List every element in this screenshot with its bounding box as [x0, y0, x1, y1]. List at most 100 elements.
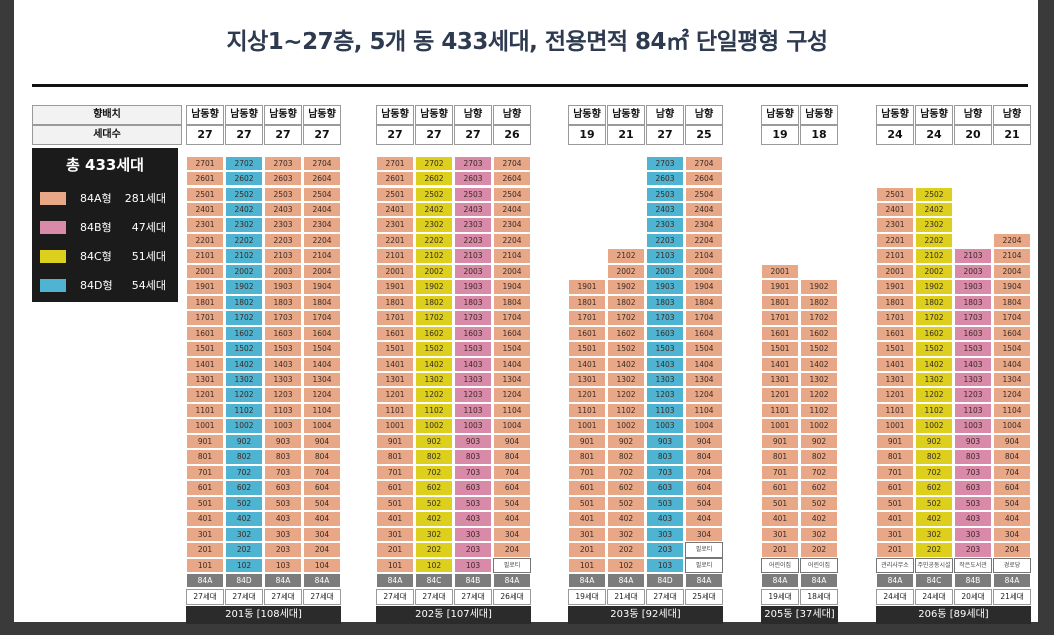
unit-count-header: 24: [876, 125, 914, 145]
unit-cell: 804: [303, 449, 341, 465]
unit-cell: 704: [685, 464, 723, 481]
unit-cell: 2002: [225, 263, 263, 280]
unit-cell: 1004: [303, 418, 341, 434]
unit-cell: 502: [415, 495, 453, 512]
unit-cell: 1301: [376, 372, 414, 388]
legend-label-84a: 84A형: [80, 192, 112, 205]
unit-cell: 503: [264, 495, 302, 512]
unit-cell: 902: [800, 433, 838, 450]
unit-cell: 402: [800, 511, 838, 527]
unit-cell: 2301: [376, 217, 414, 233]
unit-cell: 1101: [761, 402, 799, 419]
unit-cell: 1501: [376, 341, 414, 357]
unit-cell: 1701: [761, 310, 799, 326]
unit-cell: 1202: [607, 387, 645, 403]
unit-cell: 1301: [186, 372, 224, 388]
unit-cell: 2403: [264, 201, 302, 218]
facility-cell: 작은도서관: [954, 557, 992, 573]
unit-cell: 2104: [685, 248, 723, 264]
unit-cell: 804: [493, 449, 531, 465]
unit-cell: 901: [376, 433, 414, 450]
unit-cell: 2004: [493, 263, 531, 280]
unit-cell: 1401: [761, 356, 799, 372]
unit-cell: 1302: [607, 372, 645, 388]
units-row-label: 세대수: [32, 125, 182, 145]
unit-cell: 2004: [303, 263, 341, 280]
unit-cell: 701: [876, 464, 914, 481]
unit-cell: 803: [954, 449, 992, 465]
unit-cell: 503: [646, 495, 684, 512]
unit-cell: 501: [376, 495, 414, 512]
unit-cell: 202: [800, 542, 838, 558]
unit-cell: 1802: [607, 294, 645, 311]
unit-count-header: 27: [454, 125, 492, 145]
unit-cell: 2503: [454, 186, 492, 202]
unit-cell: 602: [800, 480, 838, 496]
unit-cell: 301: [568, 526, 606, 543]
column-units: 24세대: [915, 589, 953, 605]
unit-cell: 1903: [954, 279, 992, 295]
column-units: 19세대: [568, 589, 606, 605]
unit-cell: 1501: [568, 341, 606, 357]
unit-cell: 204: [303, 542, 341, 558]
unit-count-header: 26: [493, 125, 531, 145]
unit-cell: 1502: [415, 341, 453, 357]
unit-cell: 1902: [225, 279, 263, 295]
unit-cell: 502: [225, 495, 263, 512]
legend-title: 총 433세대: [66, 156, 144, 174]
unit-cell: 902: [607, 433, 645, 450]
unit-cell: 2102: [607, 248, 645, 264]
unit-cell: 1904: [303, 279, 341, 295]
unit-cell: 2502: [415, 186, 453, 202]
unit-cell: 903: [264, 433, 302, 450]
direction-header: 남동향: [876, 105, 914, 125]
column-units: 27세대: [376, 589, 414, 605]
unit-cell: 2001: [761, 263, 799, 280]
unit-cell: 2102: [225, 248, 263, 264]
unit-cell: 1304: [685, 372, 723, 388]
facility-cell: 필로티: [493, 557, 531, 573]
unit-cell: 1004: [993, 418, 1031, 434]
unit-cell: 2604: [493, 171, 531, 187]
unit-cell: 1004: [685, 418, 723, 434]
unit-cell: 403: [454, 511, 492, 527]
unit-cell: 1104: [685, 402, 723, 419]
unit-cell: 401: [761, 511, 799, 527]
unit-cell: 1102: [225, 402, 263, 419]
unit-cell: 603: [264, 480, 302, 496]
unit-cell: 504: [493, 495, 531, 512]
unit-cell: 1201: [186, 387, 224, 403]
unit-cell: 703: [954, 464, 992, 481]
unit-cell: 903: [646, 433, 684, 450]
unit-cell: 1703: [954, 310, 992, 326]
column-units: 25세대: [685, 589, 723, 605]
unit-cell: 201: [568, 542, 606, 558]
unit-cell: 1101: [186, 402, 224, 419]
unit-cell: 601: [186, 480, 224, 496]
unit-cell: 2402: [415, 201, 453, 218]
unit-type-label: 84A: [993, 573, 1031, 588]
unit-cell: 102: [415, 557, 453, 573]
unit-cell: 2504: [685, 186, 723, 202]
unit-cell: 1303: [646, 372, 684, 388]
unit-cell: 2402: [915, 201, 953, 218]
unit-type-label: 84A: [376, 573, 414, 588]
unit-cell: 604: [303, 480, 341, 496]
unit-count-header: 27: [225, 125, 263, 145]
unit-cell: 1701: [376, 310, 414, 326]
unit-cell: 1604: [685, 325, 723, 342]
facility-cell: 필로티: [685, 557, 723, 573]
unit-cell: 2701: [376, 155, 414, 172]
unit-cell: 203: [264, 542, 302, 558]
unit-cell: 1202: [225, 387, 263, 403]
unit-cell: 2001: [376, 263, 414, 280]
legend-count-84c: 51세대: [131, 250, 166, 263]
unit-cell: 1302: [415, 372, 453, 388]
unit-cell: 2203: [646, 232, 684, 249]
unit-cell: 1802: [415, 294, 453, 311]
unit-cell: 1902: [800, 279, 838, 295]
unit-cell: 1801: [568, 294, 606, 311]
unit-cell: 1803: [646, 294, 684, 311]
unit-cell: 1804: [685, 294, 723, 311]
